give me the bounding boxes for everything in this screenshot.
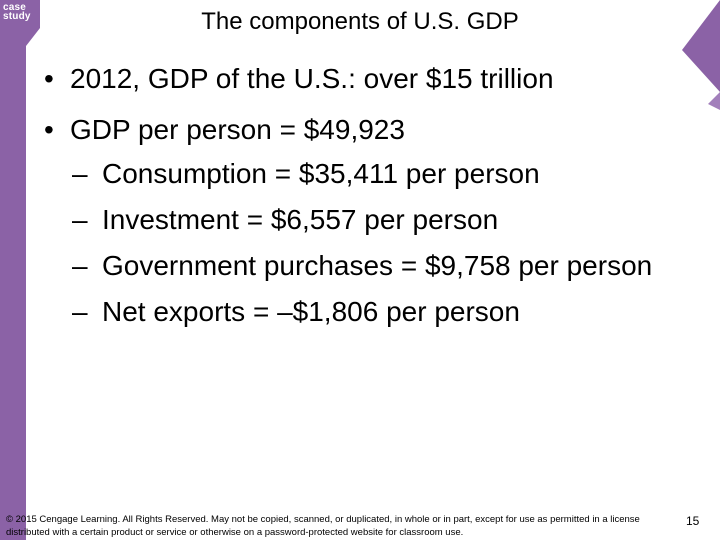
sub-bullet-net-exports: – Net exports = –$1,806 per person [72, 294, 692, 329]
dash-marker: – [72, 250, 88, 281]
dash-marker: – [72, 204, 88, 235]
badge-line-2: study [3, 11, 31, 22]
sidebar-stripe [0, 0, 26, 540]
sub-bullet-government: – Government purchases = $9,758 per perso… [72, 248, 692, 283]
page-number: 15 [686, 514, 700, 528]
sub-bullet-consumption: – Consumption = $35,411 per person [72, 156, 692, 191]
slide-title: The components of U.S. GDP [201, 8, 519, 35]
copyright-footer: © 2015 Cengage Learning. All Rights Rese… [6, 514, 640, 538]
bullet-gdp-per-person: • GDP per person = $49,923 [44, 113, 554, 147]
sub-bullet-investment: – Investment = $6,557 per person [72, 202, 692, 237]
main-bullets: • 2012, GDP of the U.S.: over $15 trillio… [44, 62, 554, 164]
dash-marker: – [72, 296, 88, 327]
badge-line-1: case [3, 2, 27, 13]
sub-bullets: – Consumption = $35,411 per person – Inves… [72, 156, 692, 340]
bullet-text: 2012, GDP of the U.S.: over $15 trillion [70, 63, 554, 94]
sub-bullet-text: Net exports = –$1,806 per person [102, 296, 520, 327]
badge-text: case study [3, 2, 31, 22]
case-study-badge: case study [0, 0, 46, 46]
dash-marker: – [72, 158, 88, 189]
bullet-marker: • [44, 63, 54, 94]
sub-bullet-text: Government purchases = $9,758 per person [102, 250, 653, 281]
sub-bullet-text: Consumption = $35,411 per person [102, 158, 540, 189]
sub-bullet-text: Investment = $6,557 per person [102, 204, 499, 235]
bullet-gdp-total: • 2012, GDP of the U.S.: over $15 trillio… [44, 62, 554, 96]
bullet-marker: • [44, 114, 54, 145]
corner-decoration [682, 0, 720, 110]
badge-shape [0, 0, 40, 46]
bullet-text: GDP per person = $49,923 [70, 114, 405, 145]
